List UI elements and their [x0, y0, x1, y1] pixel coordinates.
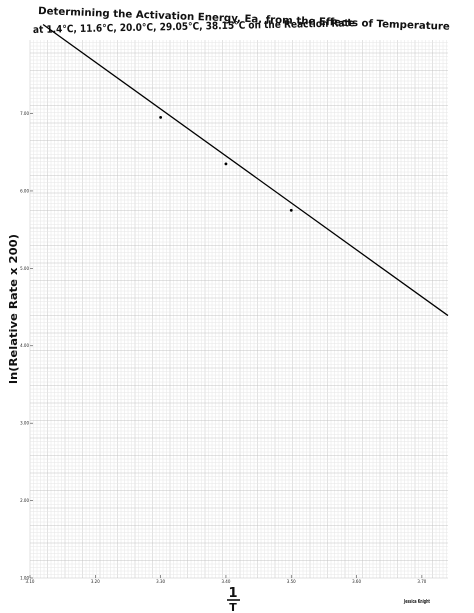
- data-point: [289, 208, 293, 212]
- x-tick-label: 3.60: [352, 579, 361, 584]
- y-axis-label: ln(Relative Rate x 200): [7, 234, 20, 384]
- author-signature: Jessica Knight: [403, 599, 430, 605]
- x-tick-label: 3.30: [156, 579, 165, 584]
- chart-title-line2: at 1.4°C, 11.6°C, 20.0°C, 29.05°C, 38.15…: [33, 18, 355, 36]
- x-tick-label: 3.20: [91, 579, 100, 584]
- x-axis: 3.10 3.20 3.30 3.40 3.50 3.60 3.70: [26, 575, 427, 584]
- y-tick-label: 1.00: [20, 575, 29, 580]
- x-tick-label: 3.10: [26, 579, 35, 584]
- data-point: [224, 162, 228, 166]
- y-tick-label: 5.00: [20, 266, 29, 271]
- y-axis: 1.00 2.00 3.00 4.00 5.00 6.00 7.00: [20, 111, 33, 580]
- y-tick-label: 7.00: [20, 111, 29, 116]
- y-tick-label: 2.00: [20, 498, 29, 503]
- best-fit-line: [42, 23, 449, 317]
- y-tick-label: 6.00: [20, 188, 29, 193]
- x-axis-label-numerator: 1: [228, 586, 237, 601]
- x-tick-label: 3.40: [221, 579, 230, 584]
- x-tick-label: 3.70: [417, 579, 426, 584]
- data-point: [159, 116, 163, 119]
- y-tick-label: 4.00: [20, 343, 29, 348]
- x-tick-label: 3.50: [287, 579, 296, 584]
- x-axis-label-denominator: T: [229, 601, 237, 613]
- y-tick-label: 3.00: [20, 421, 29, 426]
- plot-area: [42, 23, 449, 317]
- grid: [29, 40, 448, 579]
